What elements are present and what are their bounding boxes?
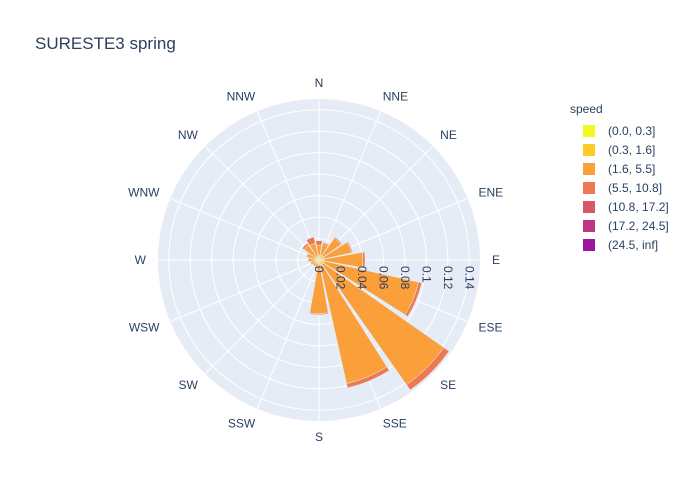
chart-title: SURESTE3 spring <box>35 34 176 53</box>
direction-label-ssw: SSW <box>228 417 256 431</box>
legend-swatch <box>583 181 595 194</box>
direction-label-s: S <box>315 430 323 444</box>
bar-segment-ene <box>346 241 353 254</box>
radial-tick-label: 0.1 <box>419 266 433 283</box>
legend-label: (0.0, 0.3] <box>608 123 656 138</box>
direction-label-ene: ENE <box>479 185 504 199</box>
angular-gridline <box>318 111 382 261</box>
legend-items: (0.0, 0.3] (0.3, 1.6] (1.6, 5.5] (5.5, 10.8… <box>566 121 669 254</box>
legend-item[interactable]: (17.2, 24.5] <box>566 216 669 235</box>
legend-item[interactable]: (5.5, 10.8] <box>566 178 669 197</box>
angular-gridline <box>170 259 320 323</box>
bar-segment-sw <box>312 262 317 267</box>
direction-label-e: E <box>492 253 500 267</box>
legend-title: speed <box>570 102 603 116</box>
legend-swatch <box>583 219 595 232</box>
direction-label-nw: NW <box>178 128 199 142</box>
direction-label-nne: NNE <box>383 89 408 103</box>
legend-swatch <box>583 200 595 213</box>
bar-segment-nnw <box>305 236 316 246</box>
direction-label-w: W <box>135 253 147 267</box>
radial-tick-label: 0.02 <box>333 266 347 290</box>
bar-segment-ssw <box>314 263 319 269</box>
bar-segment-e <box>362 251 366 269</box>
legend: speed (0.0, 0.3] (0.3, 1.6] (1.6, 5.5] (5.5… <box>566 102 669 254</box>
bar-segment-wsw <box>310 260 316 265</box>
legend-swatch <box>583 162 595 175</box>
bar-segment-se <box>406 347 450 391</box>
bar-segment-nne <box>322 241 330 246</box>
bar-segment-ne <box>334 236 343 245</box>
angular-gridline <box>204 145 320 261</box>
bar-segment-s <box>309 312 329 315</box>
legend-item[interactable]: (24.5, inf] <box>566 235 669 254</box>
legend-label: (5.5, 10.8] <box>608 180 663 195</box>
direction-label-ne: NE <box>440 128 457 142</box>
legend-label: (1.6, 5.5] <box>608 161 656 176</box>
radial-tick-label: 0.14 <box>462 266 476 290</box>
bar-segment-wnw <box>306 252 310 258</box>
direction-label-nnw: NNW <box>227 89 256 103</box>
direction-label-sw: SW <box>178 378 198 392</box>
legend-swatch <box>583 143 595 156</box>
radial-tick-label: 0.12 <box>441 266 455 290</box>
radial-tick-label: 0.06 <box>376 266 390 290</box>
radial-tick-label: 0.08 <box>398 266 412 290</box>
bar-segment-nw <box>301 242 309 250</box>
direction-label-n: N <box>315 76 324 90</box>
radial-tick-label: 0.04 <box>355 266 369 290</box>
legend-swatch <box>583 124 595 137</box>
direction-label-wnw: WNW <box>128 185 160 199</box>
legend-label: (0.3, 1.6] <box>608 142 656 157</box>
legend-label: (24.5, inf] <box>608 237 659 252</box>
direction-label-wsw: WSW <box>129 321 160 335</box>
legend-label: (17.2, 24.5] <box>608 218 669 233</box>
bar-segment-sse <box>346 366 390 389</box>
direction-label-se: SE <box>440 378 456 392</box>
bar-segment-ese <box>404 281 422 317</box>
angular-gridline <box>170 197 320 261</box>
angular-gridline <box>256 259 320 409</box>
angular-gridline <box>204 259 320 375</box>
direction-label-ese: ESE <box>479 321 503 335</box>
legend-item[interactable]: (1.6, 5.5] <box>566 159 669 178</box>
radial-tick-label: 0 <box>312 266 326 273</box>
angular-gridline <box>256 111 320 261</box>
legend-swatch <box>583 238 595 251</box>
direction-label-sse: SSE <box>383 417 407 431</box>
bar-segment-w <box>308 257 316 263</box>
legend-label: (10.8, 17.2] <box>608 199 669 214</box>
legend-item[interactable]: (0.0, 0.3] <box>566 121 669 140</box>
legend-item[interactable]: (0.3, 1.6] <box>566 140 669 159</box>
legend-item[interactable]: (10.8, 17.2] <box>566 197 669 216</box>
bar-segment-n <box>315 240 323 246</box>
